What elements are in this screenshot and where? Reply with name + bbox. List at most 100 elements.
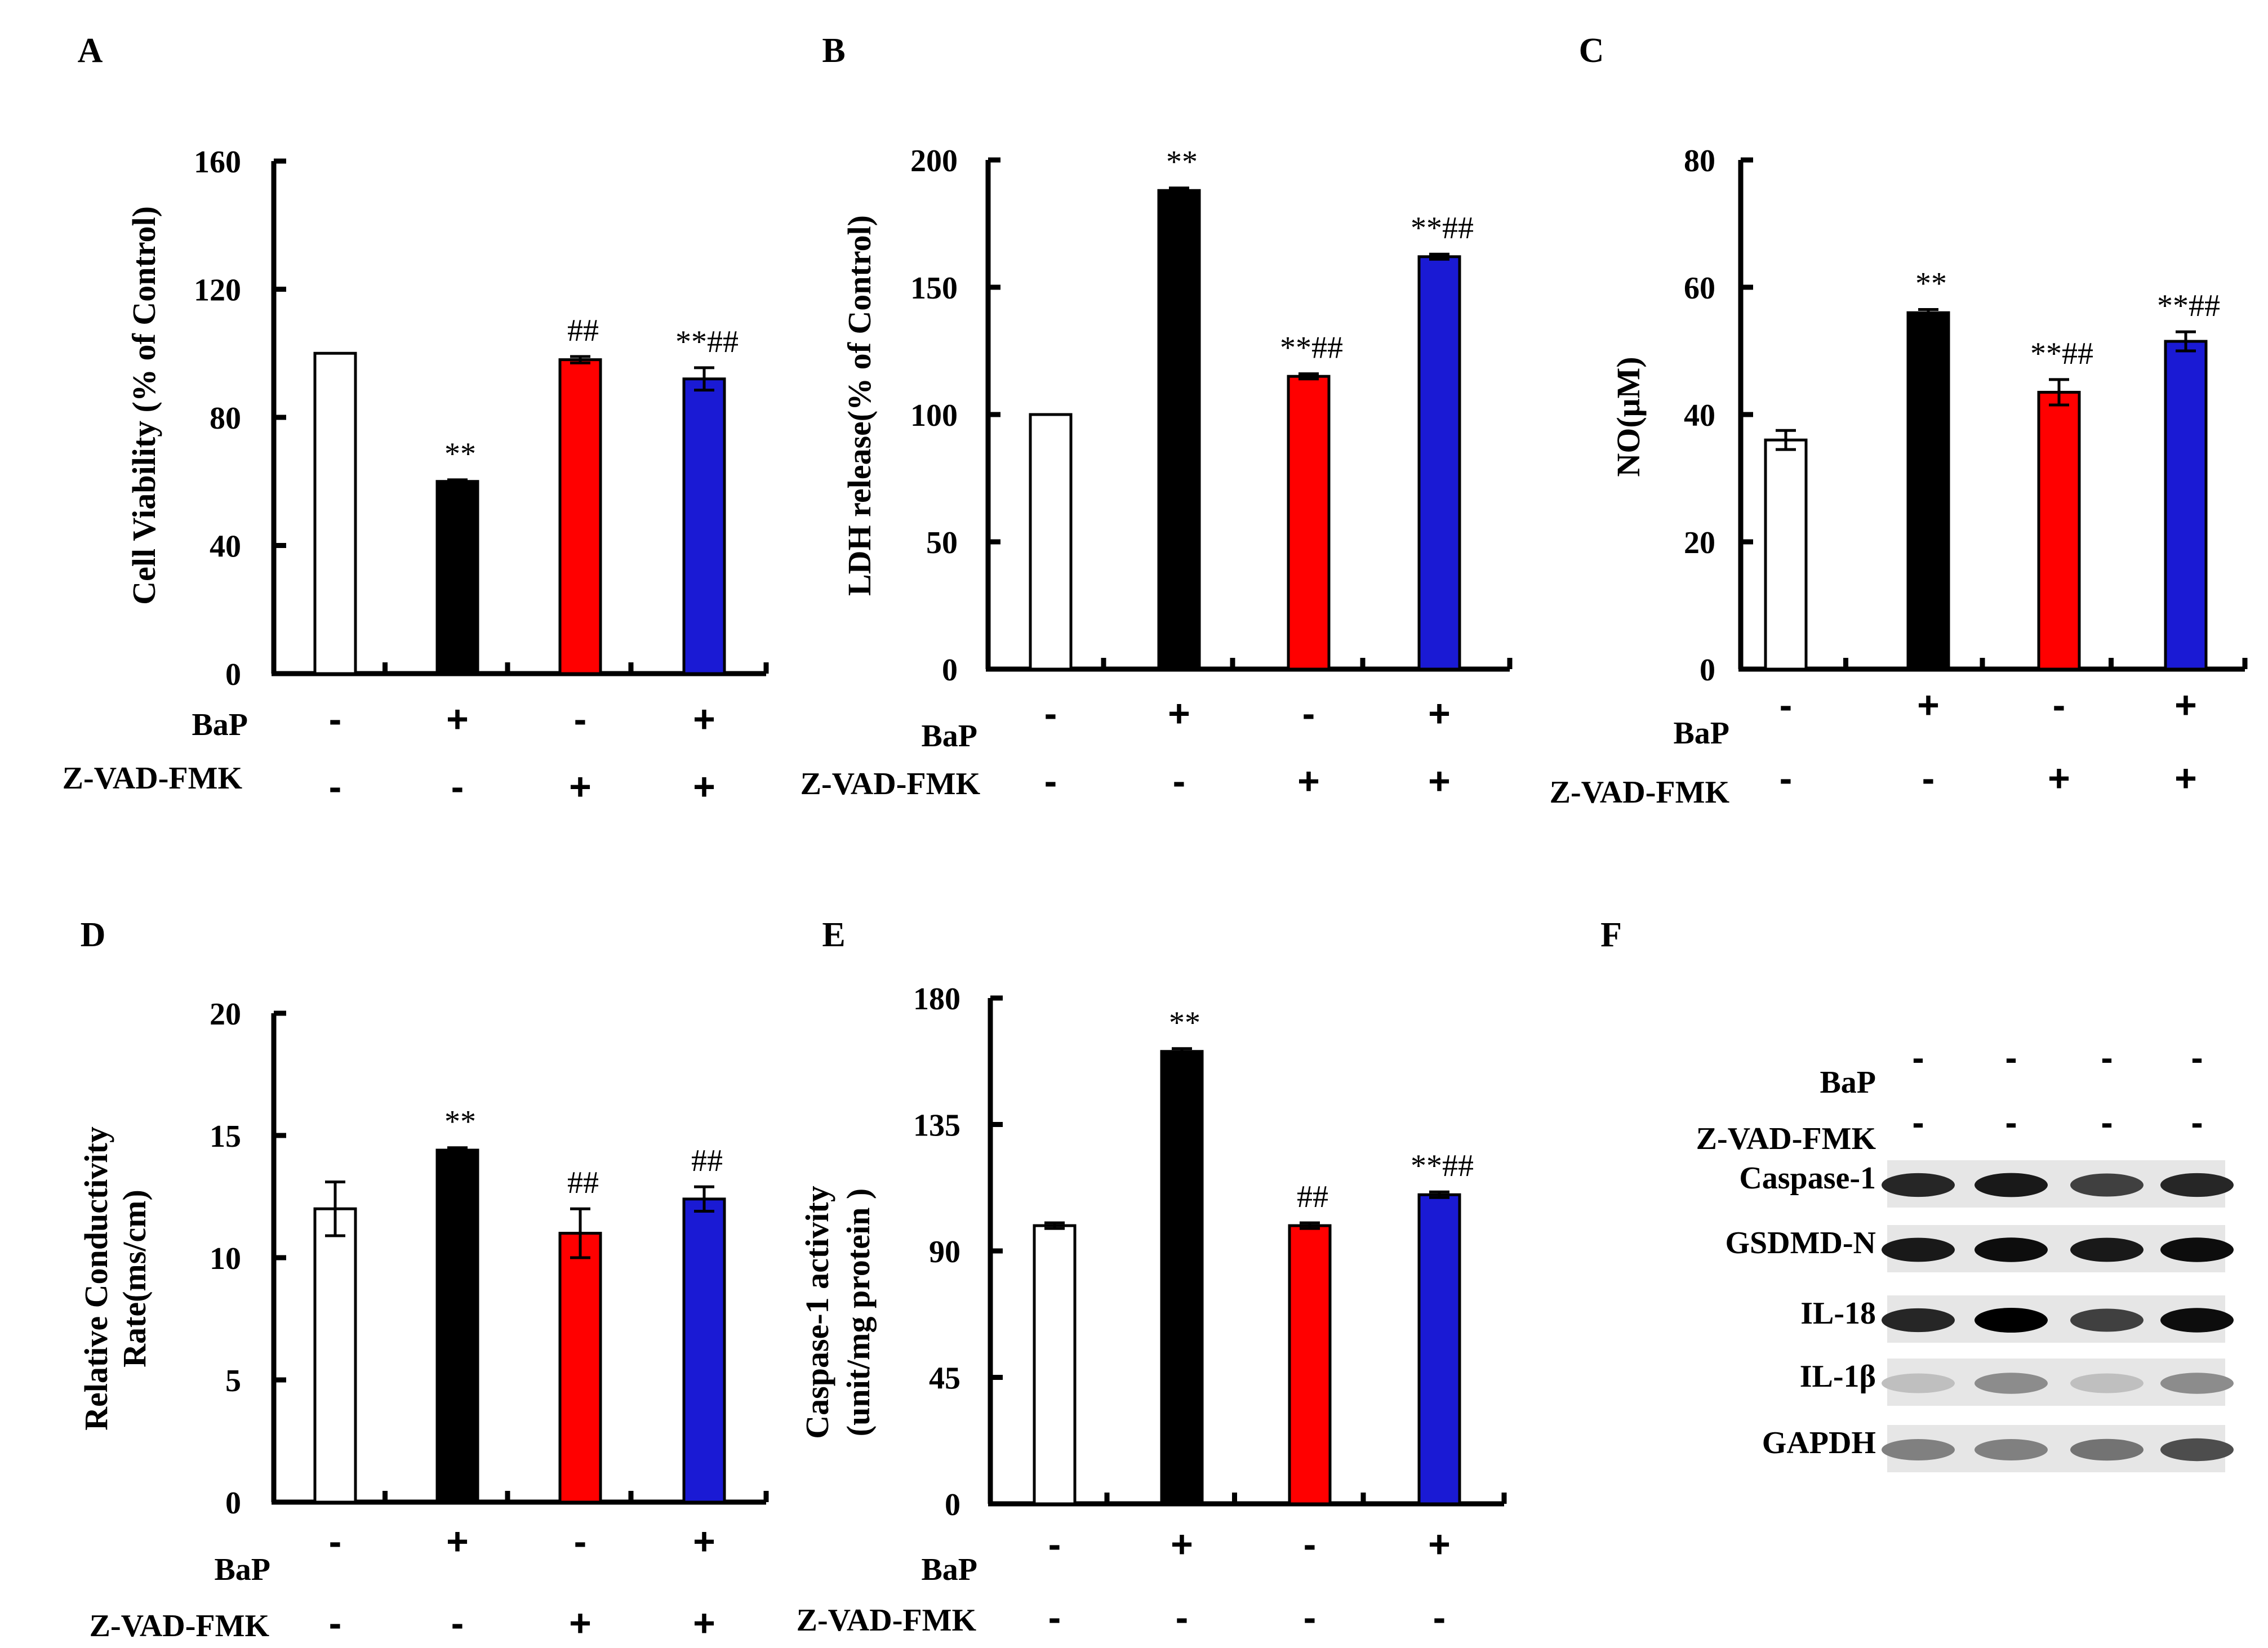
blot-band-label: GAPDH — [1762, 1426, 1876, 1460]
bap-sign: - — [329, 698, 342, 741]
bar — [1417, 1193, 1461, 1506]
blot-zvad-sign: - — [2101, 1102, 2113, 1143]
panel-A: A 0 40 80 120 160 Cell Viability (% of Control… — [63, 32, 769, 808]
blot-bap-sign: - — [2191, 1037, 2203, 1078]
blot-band-label: Caspase-1 — [1739, 1161, 1876, 1196]
bap-label: BaP — [192, 707, 248, 742]
zvad-sign: - — [1304, 1596, 1317, 1639]
significance-mark: ** — [1915, 266, 1947, 301]
zvad-label: Z-VAD-FMK — [90, 1609, 270, 1643]
significance-mark: **## — [675, 324, 739, 359]
y-tick-label: 200 — [910, 144, 958, 179]
bap-sign: + — [693, 698, 715, 741]
zvad-sign: - — [1044, 760, 1057, 803]
y-tick-label: 0 — [942, 653, 958, 688]
blot-band — [1882, 1173, 1955, 1197]
blot-band — [1975, 1373, 2048, 1394]
blot-band — [1882, 1439, 1955, 1460]
zvad-sign: - — [1780, 757, 1793, 800]
bar — [1157, 189, 1201, 671]
bap-sign: + — [446, 698, 469, 741]
zvad-sign: - — [1173, 760, 1186, 803]
zvad-sign: + — [1428, 760, 1451, 803]
panel-letter: F — [1600, 916, 1622, 954]
zvad-sign: - — [1433, 1596, 1446, 1639]
blot-band — [1975, 1439, 2048, 1460]
significance-mark: **## — [1411, 211, 1474, 246]
blot-band — [1882, 1237, 1955, 1262]
blot-band-label: IL-18 — [1800, 1296, 1876, 1331]
bap-sign: + — [1428, 1523, 1451, 1566]
bap-sign: - — [574, 698, 587, 741]
blot-band — [1975, 1308, 2048, 1333]
bar — [435, 480, 479, 675]
zvad-sign: - — [451, 765, 464, 808]
zvad-sign: - — [1176, 1596, 1189, 1639]
bar — [1906, 311, 1950, 671]
zvad-sign: + — [1297, 760, 1320, 803]
zvad-sign: - — [1922, 757, 1935, 800]
y-axis-label: Cell Viability (% of Control) — [126, 206, 162, 605]
y-tick-label: 50 — [926, 525, 958, 560]
zvad-sign: + — [693, 765, 715, 808]
bap-label: BaP — [214, 1552, 270, 1587]
bap-sign: - — [1302, 692, 1315, 735]
bap-label: BaP — [1673, 716, 1729, 751]
y-axis-label: (unit/mg protein ) — [840, 1188, 877, 1436]
zvad-sign: + — [693, 1602, 715, 1645]
y-tick-label: 100 — [910, 398, 958, 433]
significance-mark: **## — [2157, 288, 2220, 323]
significance-mark: ** — [1169, 1005, 1200, 1040]
bar — [1287, 375, 1331, 671]
bar — [1288, 1224, 1332, 1506]
bap-sign: + — [2174, 684, 2197, 727]
blot-band — [2160, 1237, 2234, 1262]
zvad-sign: + — [2048, 757, 2070, 800]
panel-letter: E — [822, 916, 845, 954]
zvad-sign: - — [451, 1602, 464, 1645]
y-tick-label: 160 — [194, 145, 241, 180]
blot-band — [2070, 1373, 2144, 1393]
y-tick-label: 40 — [1684, 398, 1715, 433]
zvad-sign: - — [329, 1602, 342, 1645]
significance-mark: ## — [1297, 1179, 1328, 1214]
y-tick-label: 20 — [1684, 525, 1715, 560]
significance-mark: ** — [1166, 145, 1198, 180]
blot-band — [2070, 1438, 2144, 1461]
bar — [1160, 1050, 1204, 1506]
blot-zvad-sign: - — [1912, 1102, 1924, 1143]
bap-sign: + — [446, 1520, 469, 1563]
bar — [558, 1232, 602, 1504]
y-tick-label: 80 — [1684, 144, 1715, 179]
blot-bap-sign: - — [2101, 1037, 2113, 1078]
y-tick-label: 150 — [910, 271, 958, 306]
bap-sign: - — [2053, 684, 2066, 727]
y-axis-label: Relative Conductivity — [78, 1126, 114, 1431]
significance-mark: ## — [567, 1165, 599, 1200]
y-tick-label: 180 — [913, 982, 960, 1017]
bar — [2037, 390, 2081, 671]
bap-sign: + — [1428, 692, 1451, 735]
panel-B: B 0 50 100 150 200 LDH release(% of Control) - -… — [801, 32, 1513, 803]
panel-letter: A — [78, 32, 103, 70]
zvad-sign: + — [569, 1602, 592, 1645]
zvad-label: Z-VAD-FMK — [801, 767, 981, 801]
bap-sign: + — [1917, 684, 1940, 727]
bar — [682, 1197, 726, 1504]
panel-D: D 0 5 10 15 20 Relative Conductivity Rate(ms/cm… — [78, 916, 769, 1645]
y-axis-label: Caspase-1 activity — [799, 1186, 835, 1438]
bar — [1033, 1224, 1077, 1506]
blot-bap-sign: - — [2005, 1037, 2017, 1078]
blot-band — [2070, 1173, 2144, 1197]
bap-sign: - — [1044, 692, 1057, 735]
y-tick-label: 120 — [194, 273, 241, 308]
y-axis-label: NO(μM) — [1610, 357, 1647, 476]
y-axis-label: Rate(ms/cm) — [116, 1190, 153, 1368]
blot-band — [1975, 1237, 2048, 1262]
significance-mark: **## — [1411, 1148, 1474, 1183]
y-tick-label: 0 — [225, 1486, 241, 1521]
y-tick-label: 0 — [945, 1487, 960, 1522]
blot-band — [1975, 1173, 2048, 1197]
bap-sign: - — [1048, 1523, 1061, 1566]
